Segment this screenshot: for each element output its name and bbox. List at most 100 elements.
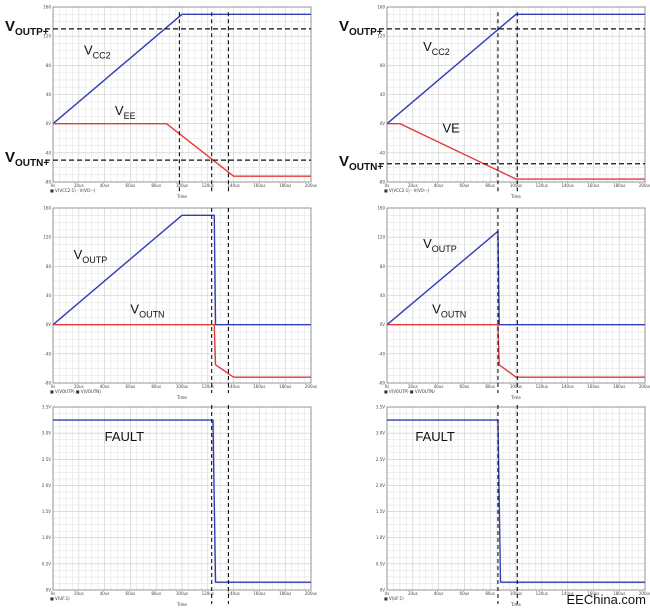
x-tick-label: 160us [253,591,265,596]
y-tick-label: 0V [46,588,52,593]
x-tick-label: 100us [176,591,188,596]
y-tick-label: 80 [46,264,52,269]
series-voutp [52,214,311,326]
x-tick-label: 40us [100,183,110,188]
plot-frame [52,6,312,183]
x-tick-label: 200us [305,384,317,389]
series-voutn [53,323,311,378]
x-tick-label: 180us [613,591,625,596]
x-tick-label: 200us [639,384,650,389]
y-tick-label: 120 [377,34,385,39]
y-tick-label: -40 [44,351,51,356]
series-label-voutn: VOUTN [432,302,466,320]
y-tick-label: 0.5V [42,561,51,566]
x-tick-label: 200us [639,183,650,188]
x-tick-label: 40us [100,591,110,596]
x-axis-label: Time [176,395,187,400]
y-tick-label: 1.5V [376,509,385,514]
x-tick-label: 200us [639,591,650,596]
series-vcc2 [52,13,311,125]
y-tick-label: 2.0V [42,483,51,488]
x-tick-label: 20us [74,183,84,188]
fault-label: FAULT [415,429,455,444]
y-tick-label: 160 [377,206,385,211]
y-tick-label: 40 [46,92,52,97]
big-label-voutp: VOUTP+ [5,18,49,38]
plot-frame [52,207,312,384]
x-tick-label: 200us [305,591,317,596]
y-tick-label: 120 [377,235,385,240]
fault-label: FAULT [105,429,145,444]
x-tick-label: 60us [460,183,470,188]
series-vee [53,122,311,177]
series-label-vee-sub: EE [124,111,136,121]
x-tick-label: 60us [460,591,470,596]
big-label-voutn: VOUTN+ [5,149,49,169]
x-tick-label: 80us [485,384,495,389]
y-tick-label: 0V [46,322,52,327]
y-tick-label: -40 [378,351,385,356]
legend-text: ■ V(VCC2:1) - V(VO:--) [50,188,96,193]
plots-layer: 0s 20us 40us 60us 80us 100us 120us 140us 160us 18… [5,5,650,608]
x-tick-label: 20us [408,183,418,188]
big-label-voutp-sub: OUTP+ [15,27,49,38]
chart-left-top: 0s 20us 40us 60us 80us 100us 120us 140us 160us 18… [5,5,317,200]
series-voutn [387,323,645,378]
chart-left-bot: 0s 20us 40us 60us 80us 100us 120us 140us 160us 18… [42,405,317,608]
x-tick-label: 100us [510,384,522,389]
x-tick-label: 140us [227,591,239,596]
series-label-voutn-sub: OUTN [441,310,467,320]
y-tick-label: 120 [43,34,51,39]
x-axis-label: Time [510,395,521,400]
watermark: EEChina.com [567,592,646,607]
x-tick-label: 80us [485,183,495,188]
plot-frame [386,6,646,183]
x-axis-label: Time [176,194,187,199]
x-tick-label: 80us [485,591,495,596]
x-tick-label: 60us [126,183,136,188]
y-tick-label: 0V [46,121,52,126]
series-label-voutn: VOUTN [130,302,164,320]
x-tick-label: 0s [385,591,390,596]
y-tick-label: 120 [43,235,51,240]
series-label-voutn-main: V [432,302,441,317]
x-tick-label: 120us [536,183,548,188]
x-tick-label: 120us [536,384,548,389]
series-fault [387,419,645,583]
series-label-vcc2: VCC2 [423,39,450,57]
series-voutp [386,230,645,326]
y-tick-label: 3.0V [42,431,51,436]
series-ve [387,122,645,180]
x-tick-label: 160us [253,384,265,389]
y-tick-label: 1.0V [376,535,385,540]
big-label-voutn: VOUTN+ [339,153,383,173]
big-label-voutp: VOUTP+ [339,18,383,38]
x-tick-label: 60us [460,384,470,389]
series-label-ve-main: VE [442,120,460,135]
x-tick-label: 120us [202,591,214,596]
series-label-vcc2: VCC2 [84,42,111,60]
series-label-ve: VE [442,120,460,135]
series-label-voutp-main: V [74,247,83,262]
chart-right-mid: 0s 20us 40us 60us 80us 100us 120us 140us 160us 18… [377,206,650,401]
legend-text: ■ V(UF:1) [384,596,404,601]
x-tick-label: 180us [279,384,291,389]
x-tick-label: 80us [151,591,161,596]
series-vcc2 [386,13,645,125]
x-tick-label: 120us [536,591,548,596]
x-tick-label: 160us [587,591,599,596]
big-label-voutp-main: V [5,18,15,35]
x-tick-label: 100us [510,591,522,596]
y-tick-label: -80 [378,180,385,185]
x-axis-label: Time [510,602,521,607]
x-tick-label: 160us [253,183,265,188]
y-tick-label: 3.5V [376,405,385,410]
x-tick-label: 20us [74,384,84,389]
legend-text: ■ V(UF:1) [50,596,70,601]
grid [387,7,645,182]
y-tick-label: 160 [43,206,51,211]
x-tick-label: 80us [151,384,161,389]
y-tick-label: 40 [46,293,52,298]
big-label-voutn-sub: OUTN+ [349,162,383,173]
y-tick-label: 80 [46,63,52,68]
